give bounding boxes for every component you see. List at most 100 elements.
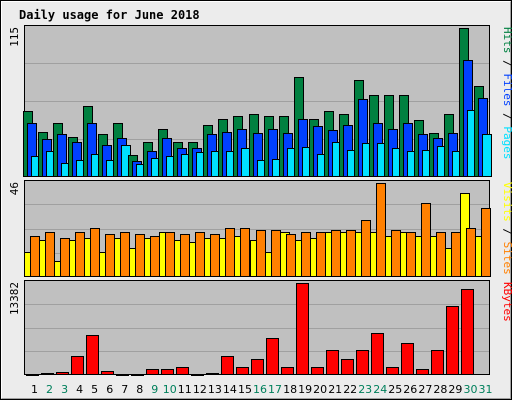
bar-kbytes bbox=[236, 367, 249, 375]
bar-kbytes bbox=[56, 372, 69, 375]
bar-sites bbox=[90, 228, 100, 277]
legend-entry: Visits bbox=[501, 182, 512, 222]
chart-panels: 115 Hits / Files / Pages 46 Visits / Sites 1… bbox=[8, 25, 512, 376]
bar-sites bbox=[60, 238, 70, 277]
x-tick-label: 28 bbox=[433, 383, 447, 396]
bar-kbytes bbox=[356, 350, 369, 375]
bar-kbytes bbox=[386, 367, 399, 375]
bar-sites bbox=[75, 232, 85, 277]
legend: Hits / Files / Pages bbox=[501, 27, 512, 160]
legend-entry: / bbox=[501, 222, 512, 242]
x-tick-label: 7 bbox=[121, 383, 128, 396]
x-tick-label: 17 bbox=[268, 383, 282, 396]
bar-sites bbox=[481, 208, 491, 277]
x-tick-label: 22 bbox=[343, 383, 357, 396]
legend-entry: / bbox=[501, 107, 512, 127]
legend: Visits / Sites bbox=[501, 182, 512, 275]
x-tick-label: 14 bbox=[223, 383, 237, 396]
bar-kbytes bbox=[131, 374, 144, 376]
bar-kbytes bbox=[266, 338, 279, 375]
bar-sites bbox=[451, 232, 461, 277]
bar-sites bbox=[376, 183, 386, 277]
bar-sites bbox=[30, 236, 40, 277]
bar-kbytes bbox=[101, 371, 114, 375]
bar-sites bbox=[331, 230, 341, 277]
bar-kbytes bbox=[326, 350, 339, 375]
legend-entry: KBytes bbox=[501, 282, 512, 322]
bar-kbytes bbox=[311, 367, 324, 375]
bar-kbytes bbox=[161, 369, 174, 375]
bar-sites bbox=[406, 232, 416, 277]
x-tick-label: 27 bbox=[418, 383, 432, 396]
panel-kbytes: 13382 KBytes bbox=[8, 280, 512, 376]
legend-entry: / bbox=[501, 54, 512, 74]
bar-sites bbox=[286, 234, 296, 277]
bar-kbytes bbox=[461, 289, 474, 375]
bar-sites bbox=[180, 234, 190, 277]
x-tick-label: 4 bbox=[76, 383, 83, 396]
x-tick-label: 11 bbox=[178, 383, 192, 396]
bar-kbytes bbox=[71, 356, 84, 375]
x-tick-label: 24 bbox=[373, 383, 387, 396]
bar-kbytes bbox=[296, 283, 309, 375]
bar-kbytes bbox=[371, 333, 384, 375]
bar-sites bbox=[436, 232, 446, 277]
x-tick-label: 13 bbox=[208, 383, 222, 396]
bar-kbytes bbox=[26, 374, 39, 376]
x-tick-label: 31 bbox=[479, 383, 493, 396]
bar-sites bbox=[391, 230, 401, 277]
bar-kbytes bbox=[41, 373, 54, 375]
bar-sites bbox=[210, 234, 220, 277]
bar-sites bbox=[225, 228, 235, 277]
bar-sites bbox=[346, 230, 356, 277]
bar-sites bbox=[105, 234, 115, 277]
bar-kbytes bbox=[116, 374, 129, 376]
x-tick-label: 2 bbox=[46, 383, 53, 396]
bar-kbytes bbox=[431, 350, 444, 375]
x-tick-label: 19 bbox=[298, 383, 312, 396]
y-max-label: 115 bbox=[8, 27, 21, 47]
bar-kbytes bbox=[221, 356, 234, 375]
bar-sites bbox=[421, 203, 431, 277]
bar-sites bbox=[120, 232, 130, 277]
bar-kbytes bbox=[146, 369, 159, 375]
bar-kbytes bbox=[191, 374, 204, 376]
bar-kbytes bbox=[341, 359, 354, 375]
bar-kbytes bbox=[206, 373, 219, 375]
x-tick-label: 30 bbox=[464, 383, 478, 396]
bar-kbytes bbox=[281, 367, 294, 375]
bar-pages bbox=[482, 134, 492, 177]
bar-sites bbox=[135, 234, 145, 277]
bar-sites bbox=[361, 220, 371, 277]
bar-sites bbox=[301, 232, 311, 277]
y-max-label: 13382 bbox=[8, 282, 21, 315]
legend-entry: Hits bbox=[501, 27, 512, 54]
x-tick-label: 21 bbox=[328, 383, 342, 396]
bar-sites bbox=[240, 228, 250, 277]
bar-sites bbox=[316, 232, 326, 277]
x-tick-label: 20 bbox=[313, 383, 327, 396]
x-tick-label: 6 bbox=[106, 383, 113, 396]
chart-title: Daily usage for June 2018 bbox=[19, 8, 200, 22]
x-tick-label: 26 bbox=[403, 383, 417, 396]
legend-entry: Files bbox=[501, 73, 512, 106]
legend: KBytes bbox=[501, 282, 512, 322]
bar-kbytes bbox=[401, 343, 414, 375]
x-tick-label: 15 bbox=[238, 383, 252, 396]
x-tick-label: 12 bbox=[193, 383, 207, 396]
x-tick-label: 29 bbox=[448, 383, 462, 396]
bar-sites bbox=[256, 230, 266, 277]
legend-entry: Pages bbox=[501, 126, 512, 159]
bar-sites bbox=[195, 232, 205, 277]
x-tick-label: 8 bbox=[136, 383, 143, 396]
bar-sites bbox=[466, 228, 476, 277]
bar-kbytes bbox=[251, 359, 264, 375]
panel-hits-files-pages: 115 Hits / Files / Pages bbox=[8, 25, 512, 177]
x-tick-label: 25 bbox=[388, 383, 402, 396]
x-axis-labels: 1 2 3 4 5 6 7 8 9 10 11 12 13 14 15 16 17 18 19 20 21 22 23 24 2… bbox=[31, 383, 493, 396]
x-tick-label: 23 bbox=[358, 383, 372, 396]
bar-sites bbox=[165, 232, 175, 277]
